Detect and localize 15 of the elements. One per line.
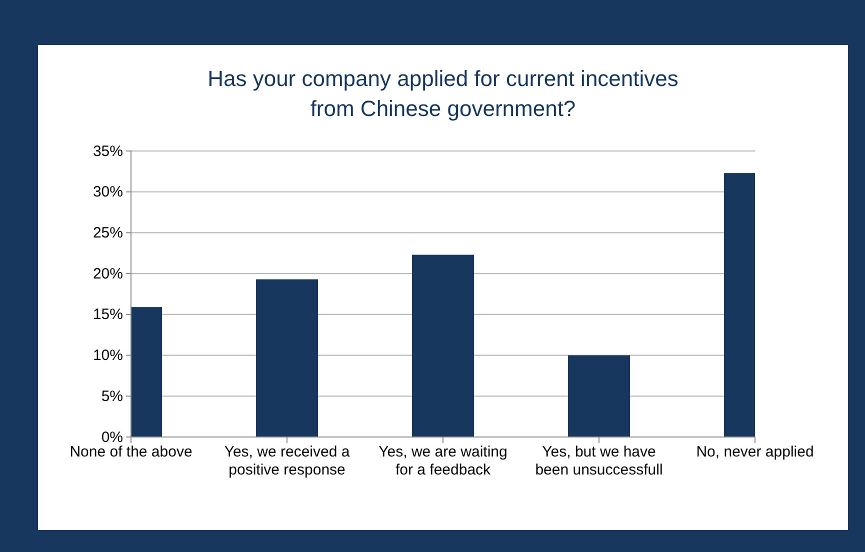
y-tick-label: 10% bbox=[92, 347, 123, 364]
x-tick-label: Yes, we received a positive response bbox=[224, 444, 350, 479]
bar bbox=[412, 254, 474, 437]
x-tick-label: None of the above bbox=[70, 444, 192, 461]
x-tick-label: Yes, we are waiting for a feedback bbox=[378, 444, 508, 479]
y-tick-label: 30% bbox=[92, 184, 123, 201]
x-tick-label: No, never applied bbox=[696, 444, 814, 461]
y-tick-label: 35% bbox=[92, 142, 123, 160]
y-tick-label: 20% bbox=[92, 265, 123, 282]
y-tick-label: 25% bbox=[92, 224, 123, 242]
chart-title: Has your company applied for current incentives from Chinese government? bbox=[208, 66, 678, 121]
x-tick-label: Yes, but we have been unsuccessfull bbox=[535, 444, 663, 479]
y-tick-label: 15% bbox=[92, 306, 123, 324]
y-tick-label: 5% bbox=[101, 388, 123, 405]
y-tick-label: 0% bbox=[101, 428, 123, 446]
